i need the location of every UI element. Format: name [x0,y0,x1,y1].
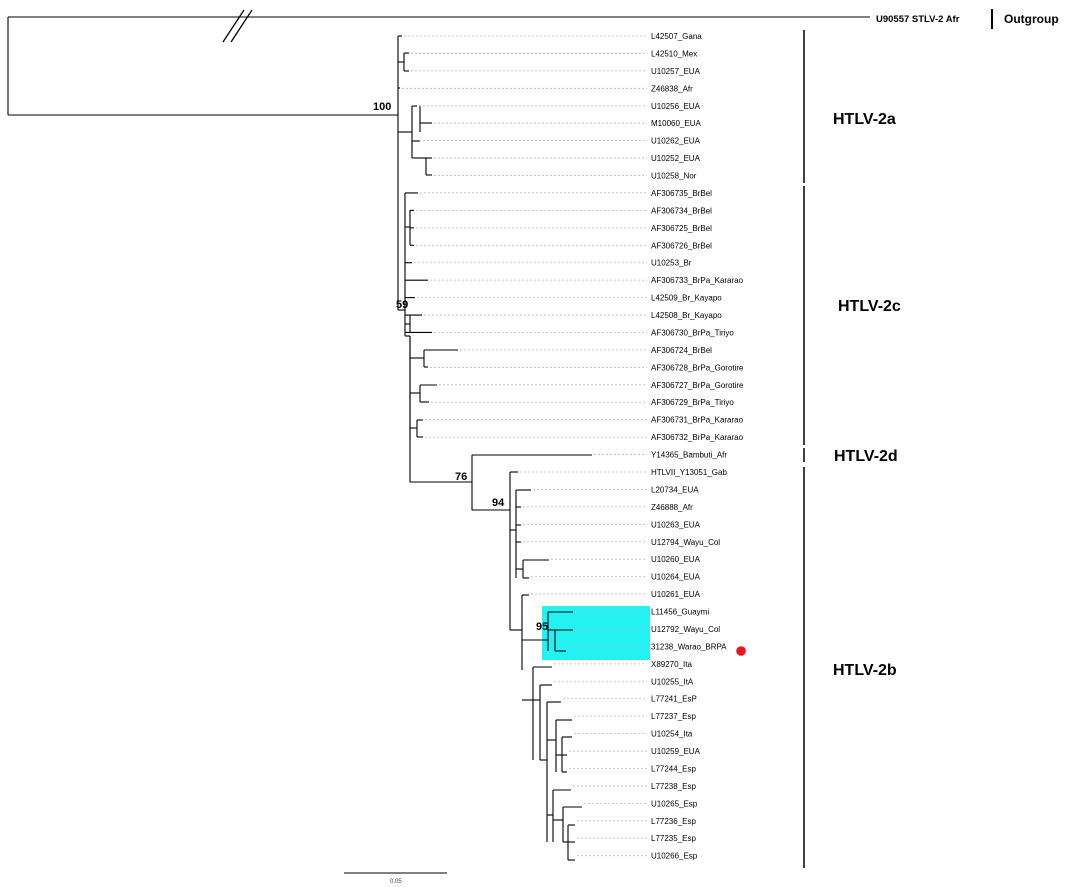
leaf-label: U10264_EUA [651,573,701,582]
leaf-label: U12794_Wayu_Col [651,538,720,547]
leaf-label: HTLVII_Y13051_Gab [651,468,727,477]
bootstrap-value-94: 94 [492,497,505,509]
leaf-label: AF306724_BrBel [651,346,712,355]
leaf-label: AF306734_BrBel [651,206,712,215]
leaf-label: AF306725_BrBel [651,224,712,233]
leaf-leaders [402,35,647,857]
leaf-label: AF306728_BrPa_Gorotire [651,363,744,372]
clade-label-htlv-2c: HTLV-2c [838,298,901,315]
leaf-label: Z46838_Afr [651,84,693,93]
bootstrap-value-76: 76 [455,471,467,483]
leaf-label: L42510_Mex [651,49,697,58]
leaf-label: 31238_Warao_BRPA [651,642,727,651]
highlight-box [542,606,650,660]
leaf-label: U10263_EUA [651,520,701,529]
scale-bar-label: 0.05 [390,879,402,885]
leaf-label: U10262_EUA [651,137,701,146]
leaf-label: AF306733_BrPa_Kararao [651,276,744,285]
leaf-label: L77236_Esp [651,817,696,826]
leaf-label: L20734_EUA [651,485,699,494]
leaf-label: AF306735_BrBel [651,189,712,198]
leaf-label: L42509_Br_Kayapo [651,294,722,303]
tree-branches [7,16,870,861]
bootstrap-value-htlv-2c: 59 [396,299,408,311]
leaf-label: AF306727_BrPa_Gorotire [651,381,744,390]
clade-label-htlv-2d: HTLV-2d [834,448,898,465]
outgroup-taxon-label: U90557 STLV-2 Afr [876,14,960,25]
leaf-label: U10256_EUA [651,102,701,111]
leaf-label: L42508_Br_Kayapo [651,311,722,320]
clade-label-htlv-2a: HTLV-2a [833,111,896,128]
bootstrap-value-95: 95 [536,621,548,633]
leaf-label: Y14365_Bambuti_Afr [651,451,727,460]
leaf-label: U12792_Wayu_Col [651,625,720,634]
leaf-label: U10254_Ita [651,730,693,739]
leaf-label: L77241_EsP [651,695,697,704]
leaf-label: AF306729_BrPa_Tiriyo [651,398,734,407]
leaf-label: L11456_Guaymi [651,608,709,617]
outgroup-label: Outgroup [1004,12,1059,26]
leaf-label: U10258_Nor [651,172,697,181]
leaf-label: AF306731_BrPa_Kararao [651,416,744,425]
leaf-label: X89270_Ita [651,660,692,669]
sample-marker-dot [736,646,746,656]
leaf-label: U10265_Esp [651,799,698,808]
leaf-label: AF306726_BrBel [651,241,712,250]
leaf-label: U10261_EUA [651,590,701,599]
leaf-label: M10060_EUA [651,119,701,128]
leaf-labels: L42507_Gana L42510_Mex U10257_EUA Z46838_Af… [651,32,744,861]
leaf-label: AF306732_BrPa_Kararao [651,433,744,442]
leaf-label: U10255_ItA [651,677,694,686]
axis-break-mark-2 [230,9,253,43]
leaf-label: U10259_EUA [651,747,701,756]
leaf-label: U10260_EUA [651,555,701,564]
leaf-label: L77235_Esp [651,834,696,843]
leaf-label: U10257_EUA [651,67,701,76]
leaf-label: L77238_Esp [651,782,696,791]
leaf-label: U10252_EUA [651,154,701,163]
leaf-label: U10253_Br [651,259,692,268]
leaf-label: L42507_Gana [651,32,702,41]
leaf-label: L77237_Esp [651,712,696,721]
leaf-label: U10266_Esp [651,852,698,861]
axis-break-mark-1 [222,9,245,43]
leaf-label: AF306730_BrPa_Tiriyo [651,328,734,337]
leaf-label: L77244_Esp [651,764,696,773]
clade-label-htlv-2b: HTLV-2b [833,662,897,679]
bootstrap-value-htlv-2a: 100 [373,101,391,113]
leaf-label: Z46888_Afr [651,503,693,512]
